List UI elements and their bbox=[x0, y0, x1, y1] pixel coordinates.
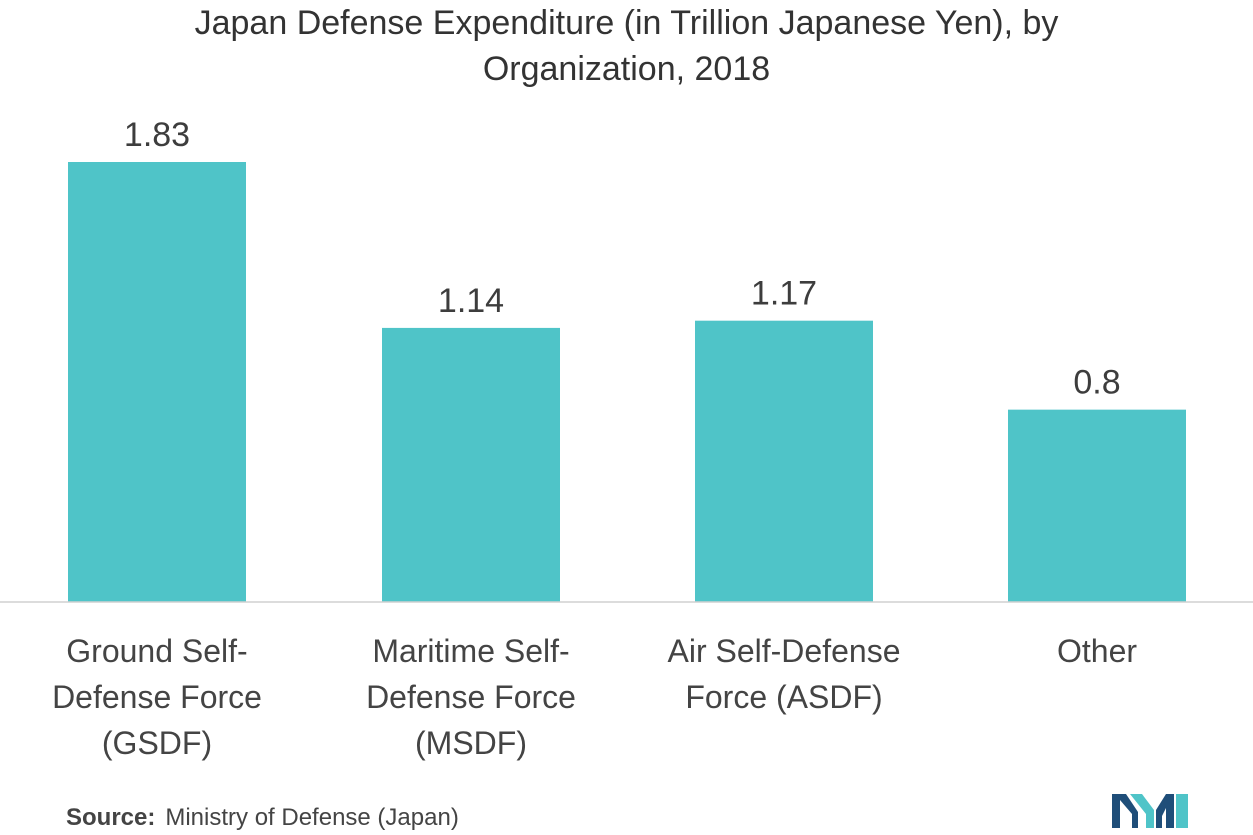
source-text: Ministry of Defense (Japan) bbox=[165, 804, 459, 831]
bar-value-label: 0.8 bbox=[1073, 364, 1120, 402]
source-label: Source: bbox=[66, 804, 156, 831]
bar-value-label: 1.17 bbox=[751, 275, 817, 313]
category-label: Air Self-Defense Force (ASDF) bbox=[668, 633, 901, 715]
bar bbox=[382, 327, 560, 602]
bars-group bbox=[68, 162, 1186, 602]
mordor-intelligence-logo-icon bbox=[1112, 794, 1188, 828]
bar-value-label: 1.83 bbox=[124, 116, 190, 154]
value-labels-group: 1.83 1.14 1.17 0.8 bbox=[124, 116, 1121, 402]
category-label: Other bbox=[1057, 633, 1137, 669]
bar-value-label: 1.14 bbox=[438, 282, 504, 320]
source-note: Source: Ministry of Defense (Japan) bbox=[66, 804, 459, 832]
bar bbox=[68, 162, 246, 602]
category-label: Maritime Self-Defense Force (MSDF) bbox=[366, 633, 576, 761]
bar bbox=[695, 320, 873, 602]
bar bbox=[1008, 409, 1186, 602]
category-label: Ground Self-Defense Force (GSDF) bbox=[52, 633, 262, 761]
bar-chart: 1.83 1.14 1.17 0.8 Ground Self-Defense Forc… bbox=[0, 116, 1253, 761]
category-labels-group: Ground Self-Defense Force (GSDF) Maritime … bbox=[52, 633, 1137, 761]
chart-title: Japan Defense Expenditure (in Trillion J… bbox=[194, 4, 1059, 88]
